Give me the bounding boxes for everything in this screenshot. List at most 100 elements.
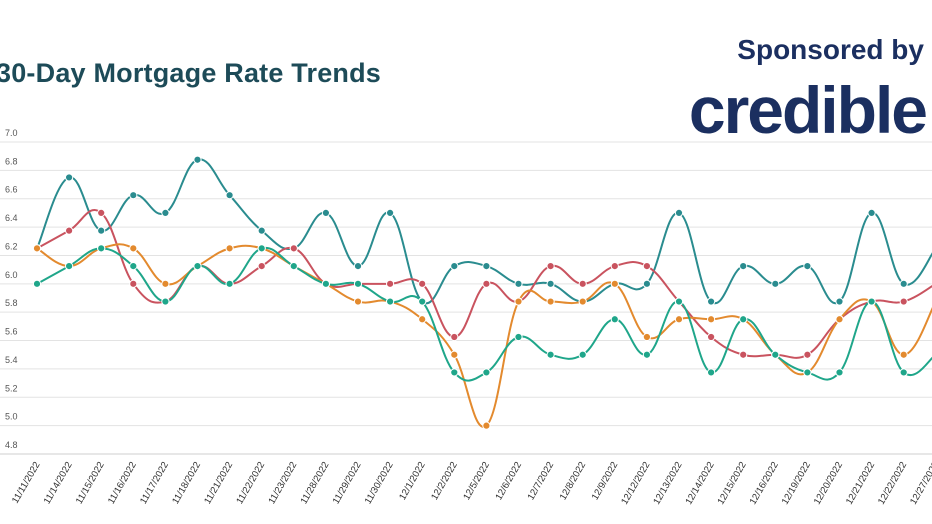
y-tick-label: 7.0 <box>5 128 18 138</box>
x-tick-label: 12/21/2022 <box>844 460 877 507</box>
x-tick-label: 12/20/2022 <box>812 460 845 507</box>
data-point-series-2 <box>899 297 908 306</box>
data-point-series-1 <box>97 226 106 235</box>
data-point-series-2 <box>97 208 106 218</box>
x-tick-label: 12/7/2022 <box>526 460 557 502</box>
data-point-series-1 <box>482 261 491 271</box>
x-tick-label: 11/22/2022 <box>234 460 267 506</box>
data-point-series-2 <box>482 279 491 288</box>
data-point-series-2 <box>65 226 74 235</box>
data-point-series-3 <box>161 279 170 288</box>
data-point-series-4 <box>514 332 523 342</box>
y-tick-label: 6.2 <box>5 241 18 251</box>
x-tick-label: 12/5/2022 <box>461 460 492 502</box>
y-tick-label: 6.8 <box>5 156 18 166</box>
y-tick-label: 5.8 <box>5 298 18 308</box>
data-point-series-4 <box>835 368 844 377</box>
data-point-series-1 <box>161 208 170 218</box>
series-lines <box>36 158 932 428</box>
data-point-series-2 <box>803 350 812 359</box>
data-point-series-1 <box>450 261 459 271</box>
data-point-series-1 <box>353 261 363 271</box>
x-tick-label: 12/22/2022 <box>876 460 909 507</box>
x-tick-label: 11/16/2022 <box>106 460 139 506</box>
data-point-series-4 <box>418 297 427 306</box>
data-point-series-1 <box>514 279 523 288</box>
chart-title: 30-Day Mortgage Rate Trends <box>0 58 382 88</box>
data-point-series-1 <box>739 261 748 271</box>
data-point-series-3 <box>610 279 619 288</box>
y-tick-label: 5.0 <box>5 412 18 422</box>
y-tick-label: 4.8 <box>5 440 18 450</box>
x-tick-label: 12/12/2022 <box>619 460 652 507</box>
data-point-series-1 <box>835 297 844 306</box>
x-tick-label: 12/13/2022 <box>651 460 684 507</box>
y-tick-label: 5.4 <box>5 355 18 365</box>
x-tick-label: 12/27/2022 <box>908 460 932 507</box>
x-tick-label: 12/15/2022 <box>715 460 748 507</box>
data-point-series-4 <box>65 261 74 271</box>
data-point-series-2 <box>707 332 716 342</box>
data-point-series-2 <box>386 279 395 288</box>
data-point-series-4 <box>546 350 555 359</box>
y-axis: 7.0 6.8 6.6 6.4 6.2 6.0 5.8 5.6 5.4 5.2 5.0 4.8 <box>5 128 18 450</box>
data-point-series-2 <box>642 261 652 271</box>
data-point-series-2 <box>739 350 748 359</box>
data-point-series-1 <box>225 191 234 200</box>
data-point-series-4 <box>321 279 330 288</box>
data-point-series-4 <box>450 368 459 377</box>
data-point-series-4 <box>97 244 106 253</box>
data-point-series-1 <box>771 279 780 288</box>
data-point-series-4 <box>193 261 202 271</box>
x-tick-label: 11/11/2022 <box>10 460 43 505</box>
data-point-series-4 <box>289 261 298 271</box>
data-point-series-1 <box>257 226 266 235</box>
data-point-series-3 <box>418 315 427 324</box>
y-tick-label: 6.6 <box>5 185 18 195</box>
data-point-series-4 <box>482 368 491 377</box>
x-tick-label: 12/8/2022 <box>558 460 589 502</box>
x-tick-label: 11/28/2022 <box>299 460 332 506</box>
data-point-series-3 <box>835 315 844 324</box>
data-point-series-4 <box>899 368 908 377</box>
x-tick-label: 11/30/2022 <box>363 460 396 506</box>
data-point-series-1 <box>546 279 555 288</box>
gridlines <box>0 141 932 455</box>
data-point-series-4 <box>771 350 780 359</box>
data-point-series-3 <box>32 244 42 253</box>
x-tick-label: 12/9/2022 <box>590 460 621 502</box>
data-point-series-2 <box>418 279 427 288</box>
x-tick-label: 12/19/2022 <box>780 460 813 507</box>
x-tick-label: 11/14/2022 <box>42 460 75 506</box>
data-point-series-4 <box>161 297 170 306</box>
x-tick-label: 11/21/2022 <box>202 460 235 506</box>
x-tick-label: 12/16/2022 <box>748 460 781 507</box>
data-point-series-4 <box>32 279 42 288</box>
data-point-series-1 <box>321 208 330 218</box>
data-point-series-3 <box>674 315 684 324</box>
data-point-series-1 <box>803 261 812 271</box>
data-point-series-1 <box>129 191 138 200</box>
x-tick-label: 11/15/2022 <box>74 460 107 506</box>
x-tick-label: 11/17/2022 <box>138 460 171 506</box>
y-tick-label: 5.6 <box>5 327 18 337</box>
data-point-series-3 <box>642 332 652 342</box>
data-point-series-3 <box>450 350 459 359</box>
data-point-series-4 <box>353 279 363 288</box>
data-point-series-3 <box>353 297 363 306</box>
y-tick-label: 5.2 <box>5 383 18 393</box>
data-point-series-1 <box>65 173 74 182</box>
x-tick-label: 11/18/2022 <box>170 460 203 506</box>
data-point-series-2 <box>257 261 266 271</box>
data-point-series-2 <box>129 279 138 288</box>
data-point-series-1 <box>707 297 716 306</box>
data-point-series-4 <box>674 297 684 306</box>
y-tick-label: 6.0 <box>5 270 18 280</box>
series-points <box>32 155 932 430</box>
y-tick-label: 6.4 <box>5 213 18 223</box>
data-point-series-1 <box>642 279 652 288</box>
data-point-series-4 <box>257 244 266 253</box>
data-point-series-1 <box>193 155 202 164</box>
data-point-series-3 <box>546 297 555 306</box>
data-point-series-2 <box>450 332 459 342</box>
